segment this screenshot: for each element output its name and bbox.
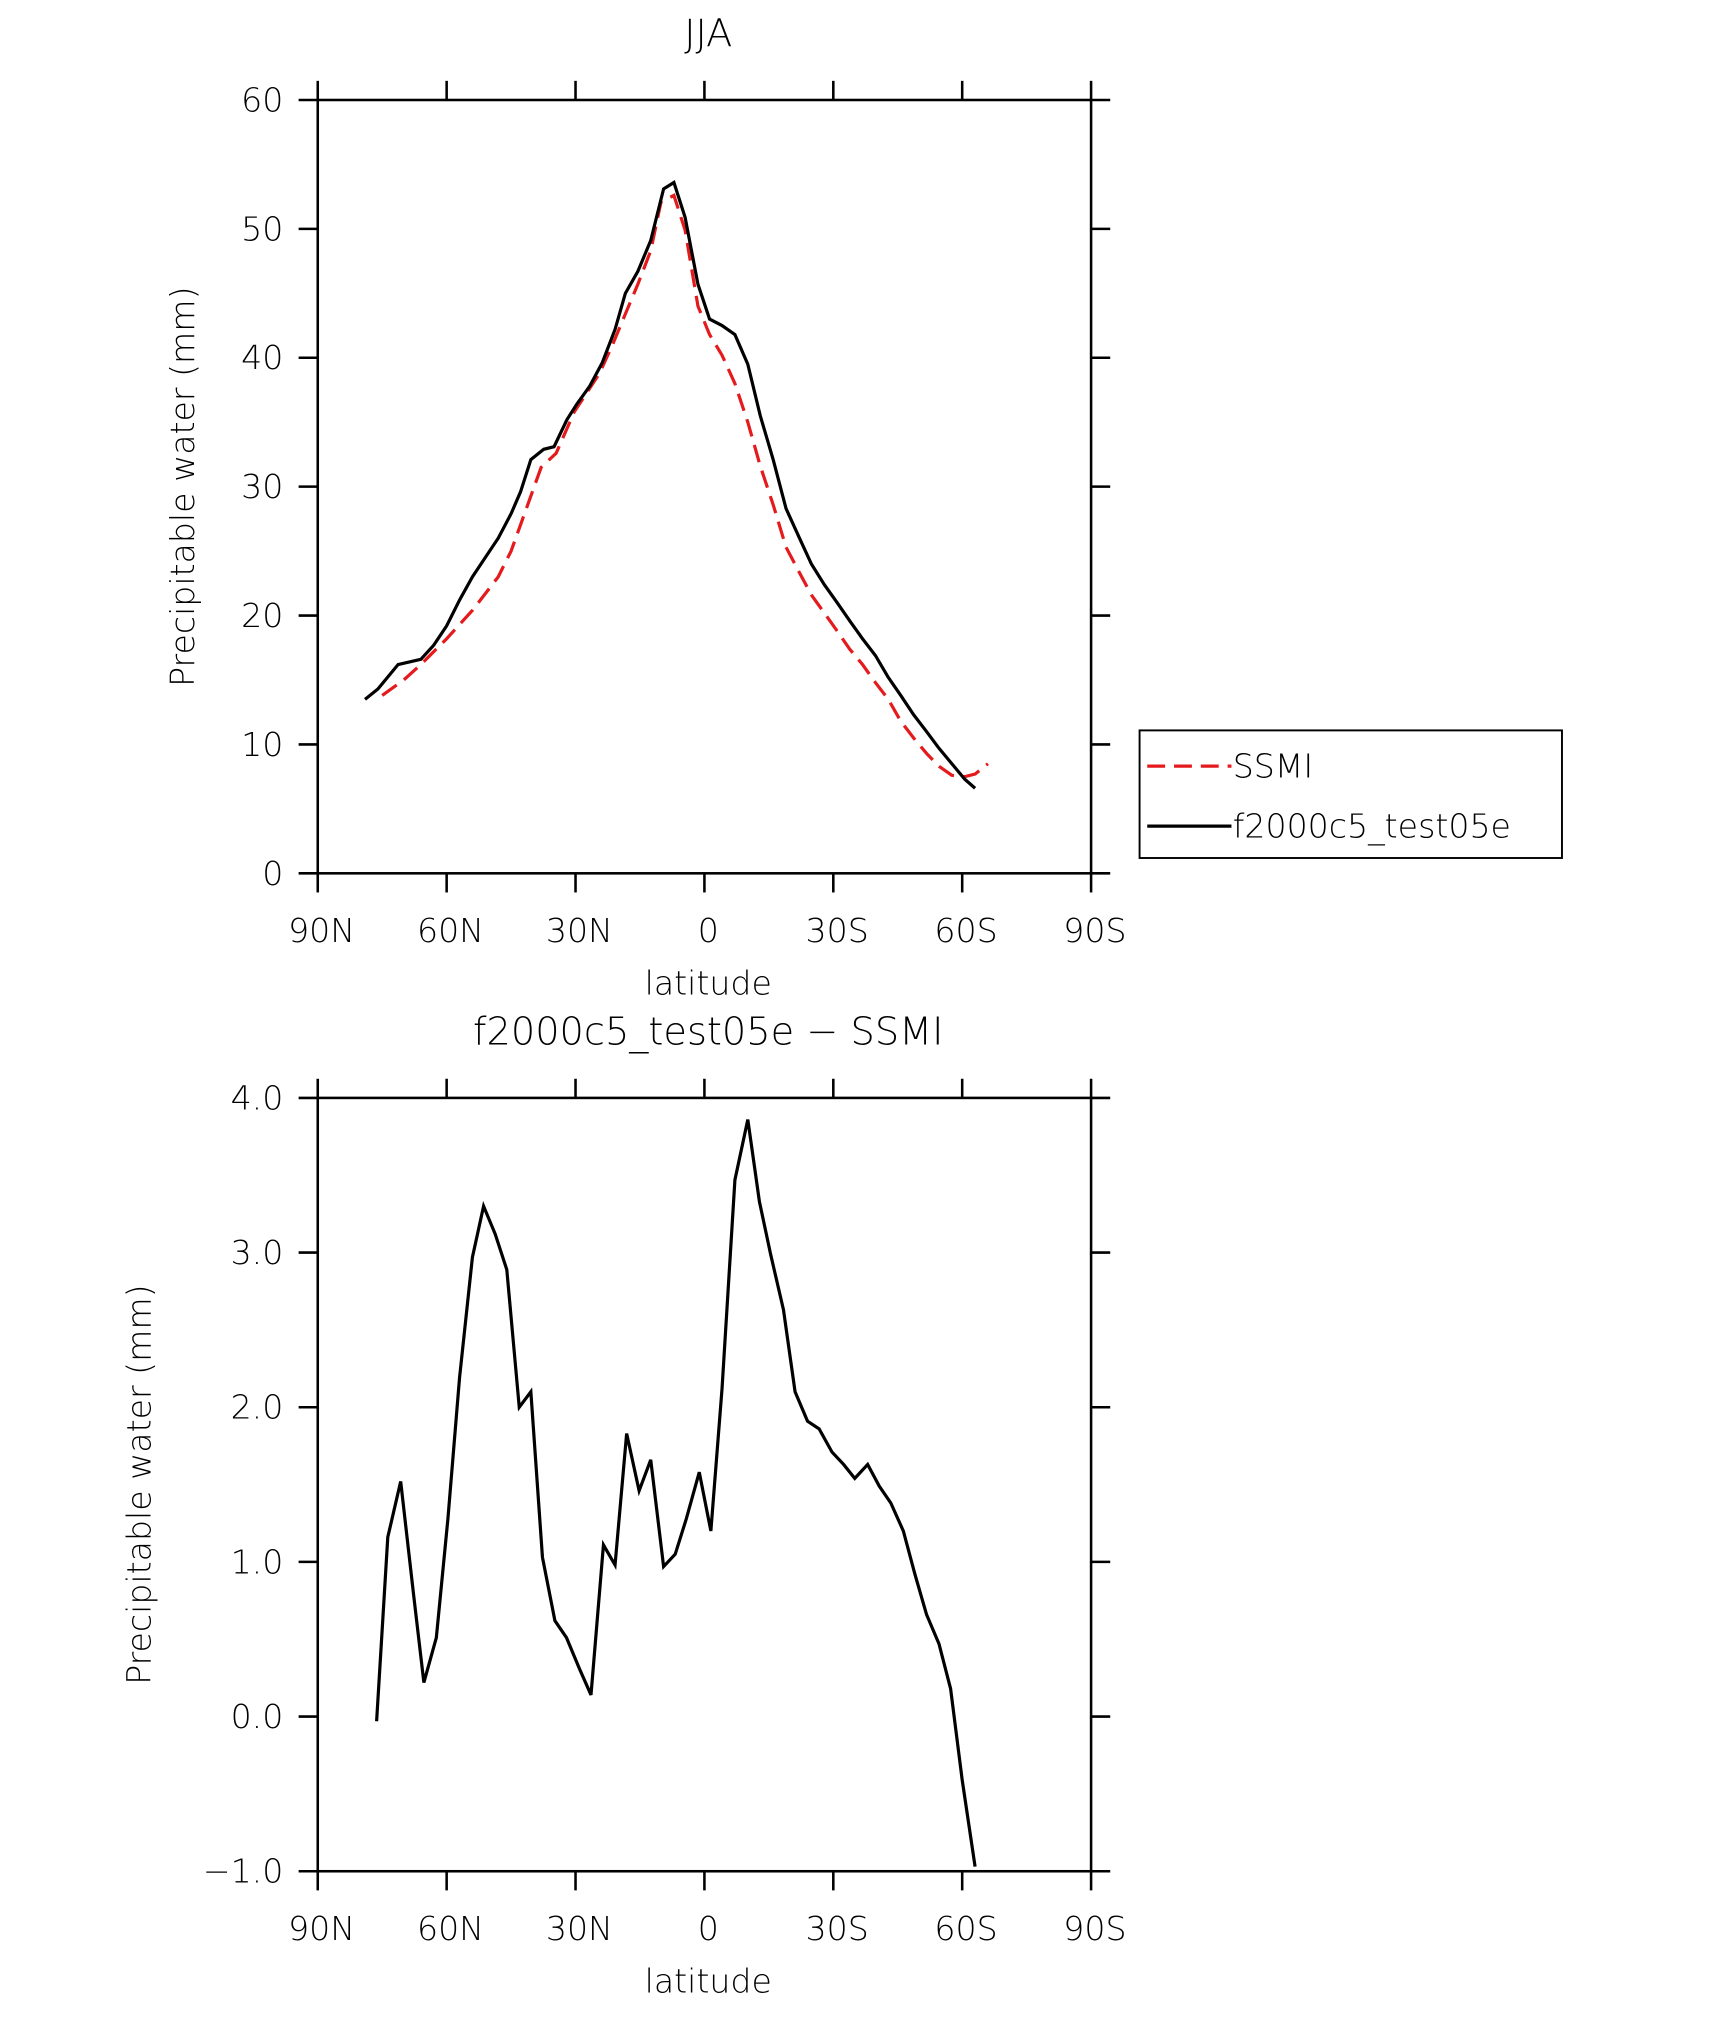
- x-tick-label: 60S: [934, 1909, 997, 1948]
- y-tick-label: 4.0: [231, 1078, 284, 1117]
- x-tick-label: 90S: [1063, 1909, 1126, 1948]
- x-tick-label: 90N: [288, 1909, 355, 1948]
- legend-label: SSMI: [1233, 747, 1313, 786]
- chart-title: JJA: [684, 11, 732, 56]
- y-tick-label: 50: [241, 209, 283, 248]
- x-axis-label: latitude: [645, 1961, 772, 2000]
- legend-label: f2000c5_test05e: [1233, 807, 1511, 847]
- x-tick-label: 60N: [417, 1909, 484, 1948]
- y-axis-label: Precipitable water (mm): [163, 286, 202, 686]
- y-axis-label: Precipitable water (mm): [120, 1284, 159, 1684]
- legend-box: [1138, 729, 1563, 859]
- plot-frame: [316, 1096, 1093, 1873]
- y-tick-label: 3.0: [231, 1233, 284, 1272]
- data-line: [381, 193, 989, 779]
- x-tick-label: 90S: [1063, 911, 1126, 950]
- x-tick-label: 30N: [546, 911, 613, 950]
- y-tick-label: 10: [241, 725, 283, 764]
- chart-title: f2000c5_test05e − SSMI: [473, 1009, 943, 1054]
- plot-frame: [316, 98, 1093, 875]
- x-tick-label: 30S: [806, 1909, 869, 1948]
- y-tick-label: 0.0: [231, 1697, 284, 1736]
- x-tick-label: 30N: [546, 1909, 613, 1948]
- data-line: [364, 180, 977, 790]
- y-tick-label: 20: [241, 596, 283, 635]
- x-tick-label: 0: [698, 911, 719, 950]
- x-tick-label: 30S: [806, 911, 869, 950]
- x-tick-label: 90N: [288, 911, 355, 950]
- y-tick-label: 60: [241, 80, 283, 119]
- y-tick-label: 2.0: [231, 1388, 284, 1427]
- data-line: [375, 1119, 977, 1867]
- y-tick-label: 1.0: [231, 1542, 284, 1581]
- y-tick-label: 40: [241, 338, 283, 377]
- x-tick-label: 60S: [934, 911, 997, 950]
- x-tick-label: 60N: [417, 911, 484, 950]
- x-axis-label: latitude: [645, 964, 772, 1003]
- y-tick-label: 0: [262, 854, 283, 893]
- y-tick-label: 30: [241, 467, 283, 506]
- y-tick-label: −1.0: [203, 1852, 284, 1891]
- x-tick-label: 0: [698, 1909, 719, 1948]
